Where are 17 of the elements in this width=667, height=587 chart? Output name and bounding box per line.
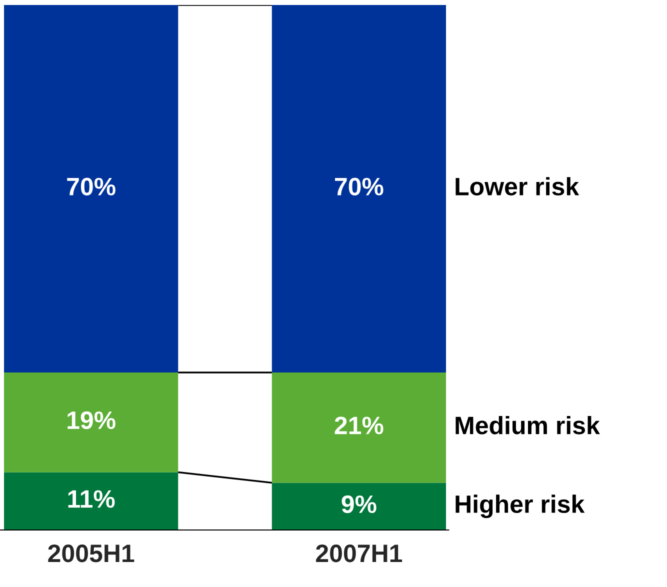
series-label: Lower risk	[456, 177, 580, 196]
series-label: Higher risk	[456, 494, 585, 518]
data-label: 9%	[342, 495, 376, 514]
bar	[272, 482, 446, 530]
bar	[272, 372, 446, 483]
data-label: 21%	[334, 416, 384, 434]
bar	[4, 5, 178, 372]
series-label: Medium risk	[456, 416, 600, 434]
data-label: 70%	[67, 178, 116, 196]
data-label: 11%	[68, 490, 115, 508]
bar	[272, 5, 446, 372]
bar	[4, 472, 178, 530]
bar	[4, 372, 178, 472]
data-label: 19%	[68, 411, 116, 430]
data-label: 70%	[335, 178, 384, 196]
x-tick-label: 2005H1	[48, 544, 134, 562]
x-tick-label: 2007H1	[316, 544, 402, 562]
